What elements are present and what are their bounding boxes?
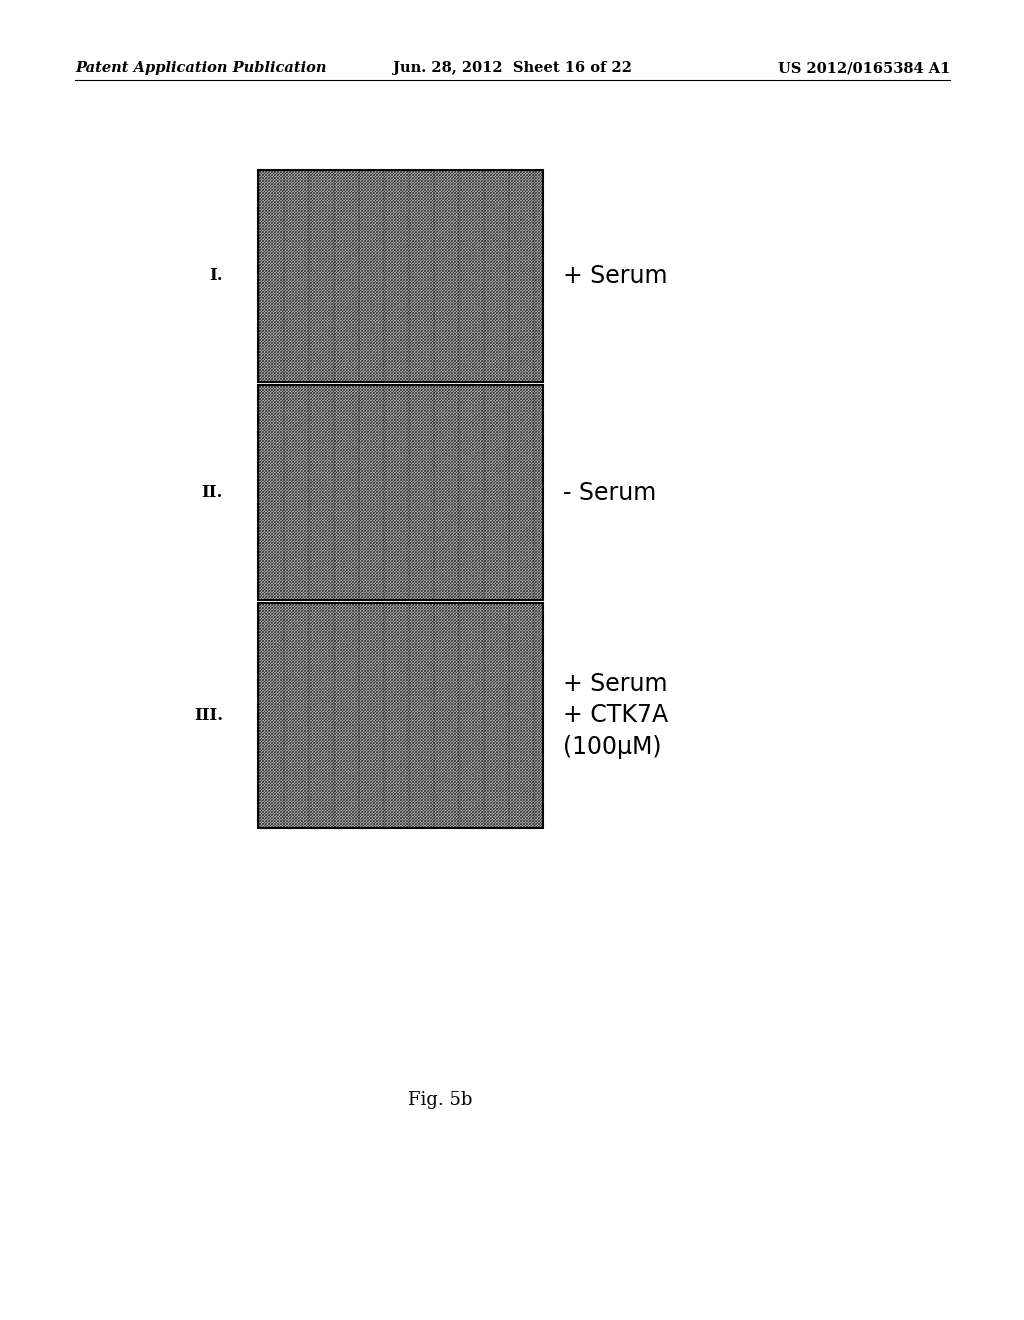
Text: US 2012/0165384 A1: US 2012/0165384 A1 [777, 61, 950, 75]
Text: Jun. 28, 2012  Sheet 16 of 22: Jun. 28, 2012 Sheet 16 of 22 [392, 61, 632, 75]
Bar [258, 385, 543, 601]
Text: + Serum
+ CTK7A
(100μM): + Serum + CTK7A (100μM) [563, 672, 668, 759]
Text: Patent Application Publication: Patent Application Publication [75, 61, 327, 75]
Text: III.: III. [194, 708, 223, 723]
Text: I.: I. [209, 268, 223, 285]
Bar [258, 170, 543, 381]
Text: II.: II. [202, 484, 223, 502]
Text: - Serum: - Serum [563, 480, 656, 504]
Bar [258, 603, 543, 828]
Text: Fig. 5b: Fig. 5b [409, 1092, 472, 1109]
Text: + Serum: + Serum [563, 264, 668, 288]
